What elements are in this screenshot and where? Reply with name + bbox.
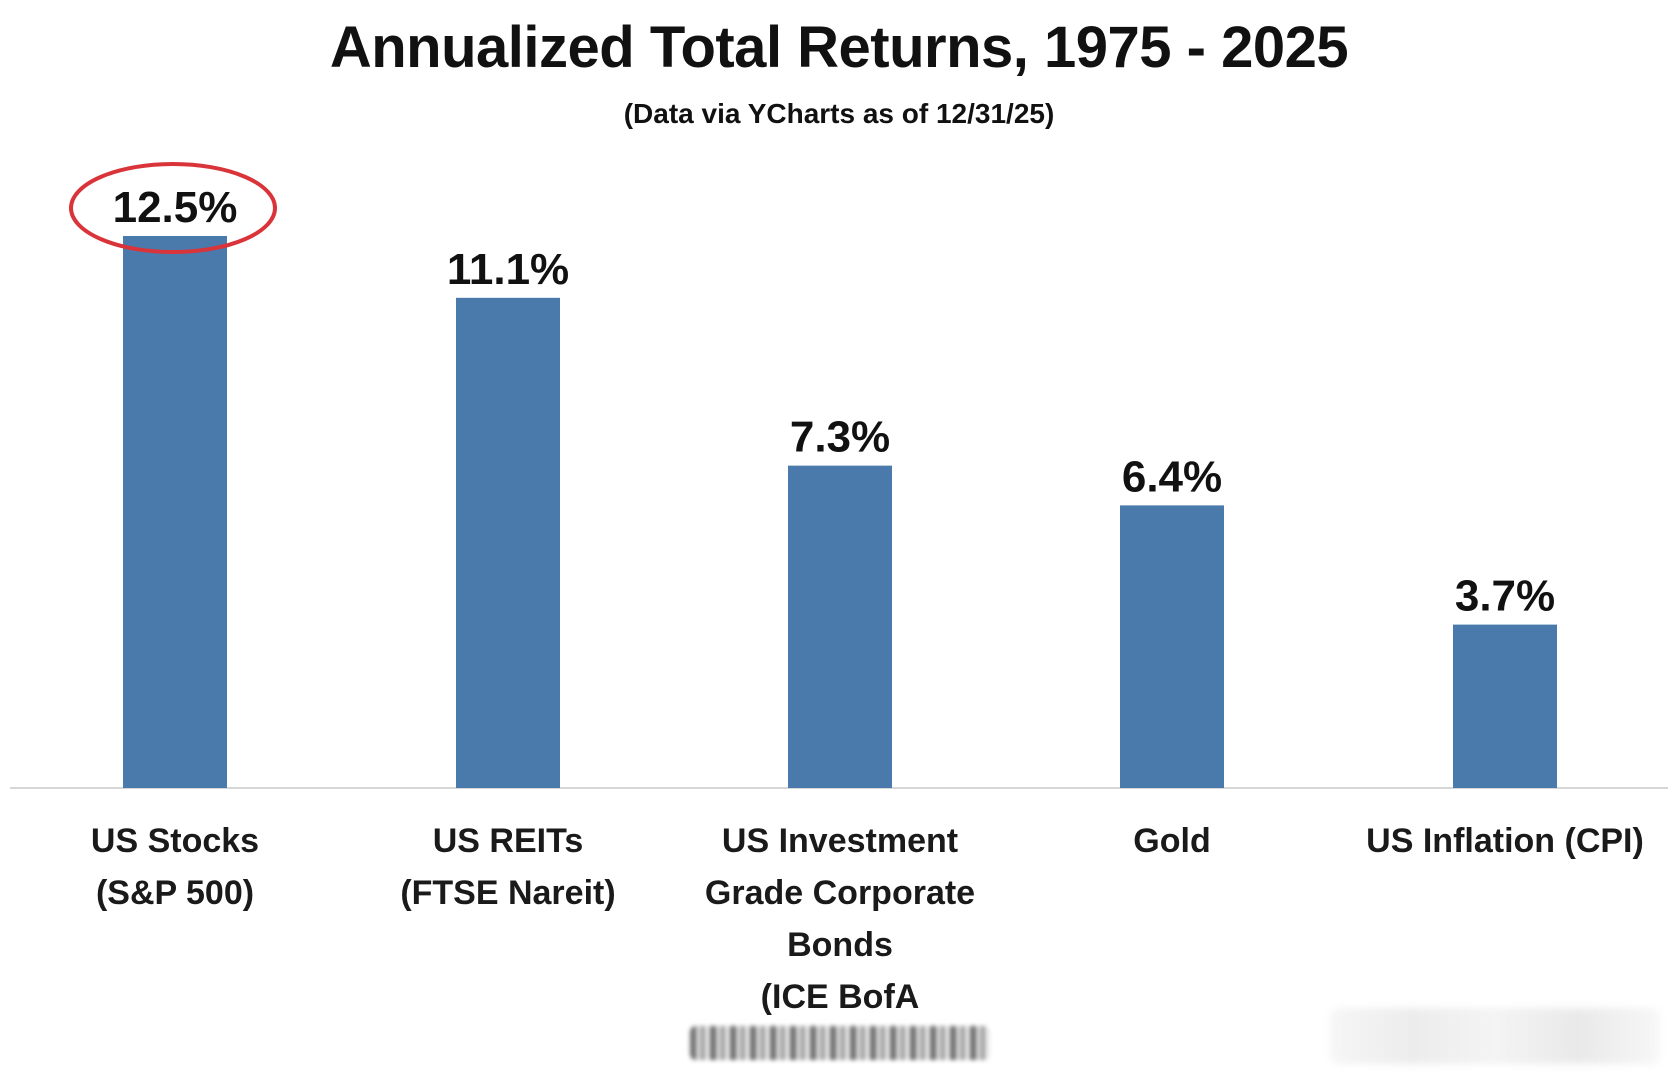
category-label-2-0: US Investment [722, 822, 958, 860]
bar-0 [123, 236, 227, 788]
bar-3 [1120, 505, 1224, 788]
blurred-watermark [1330, 1008, 1660, 1064]
data-label-0: 12.5% [113, 183, 238, 232]
highlight-ellipse [69, 162, 277, 254]
blurred-text [690, 1026, 990, 1060]
chart-title: Annualized Total Returns, 1975 - 2025 [329, 15, 1349, 80]
data-label-2: 7.3% [790, 413, 890, 462]
bar-4 [1453, 624, 1557, 788]
data-label-1: 11.1% [447, 245, 569, 294]
chart-subtitle: (Data via YCharts as of 12/31/25) [623, 98, 1055, 129]
category-label-4-0: US Inflation (CPI) [1366, 822, 1644, 860]
category-label-3-0: Gold [1133, 822, 1210, 860]
category-label-1-1: (FTSE Nareit) [400, 874, 615, 912]
category-label-1-0: US REITs [433, 822, 584, 860]
category-label-2-1: Grade Corporate [705, 874, 975, 912]
category-label-2-2: Bonds [787, 926, 893, 964]
data-label-4: 3.7% [1455, 572, 1555, 621]
data-label-3: 6.4% [1122, 452, 1222, 501]
category-label-0-1: (S&P 500) [96, 874, 254, 912]
bar-1 [456, 297, 560, 788]
bar-2 [788, 465, 892, 788]
category-label-2-3: (ICE BofA [761, 978, 920, 1016]
category-label-0-0: US Stocks [91, 822, 259, 860]
